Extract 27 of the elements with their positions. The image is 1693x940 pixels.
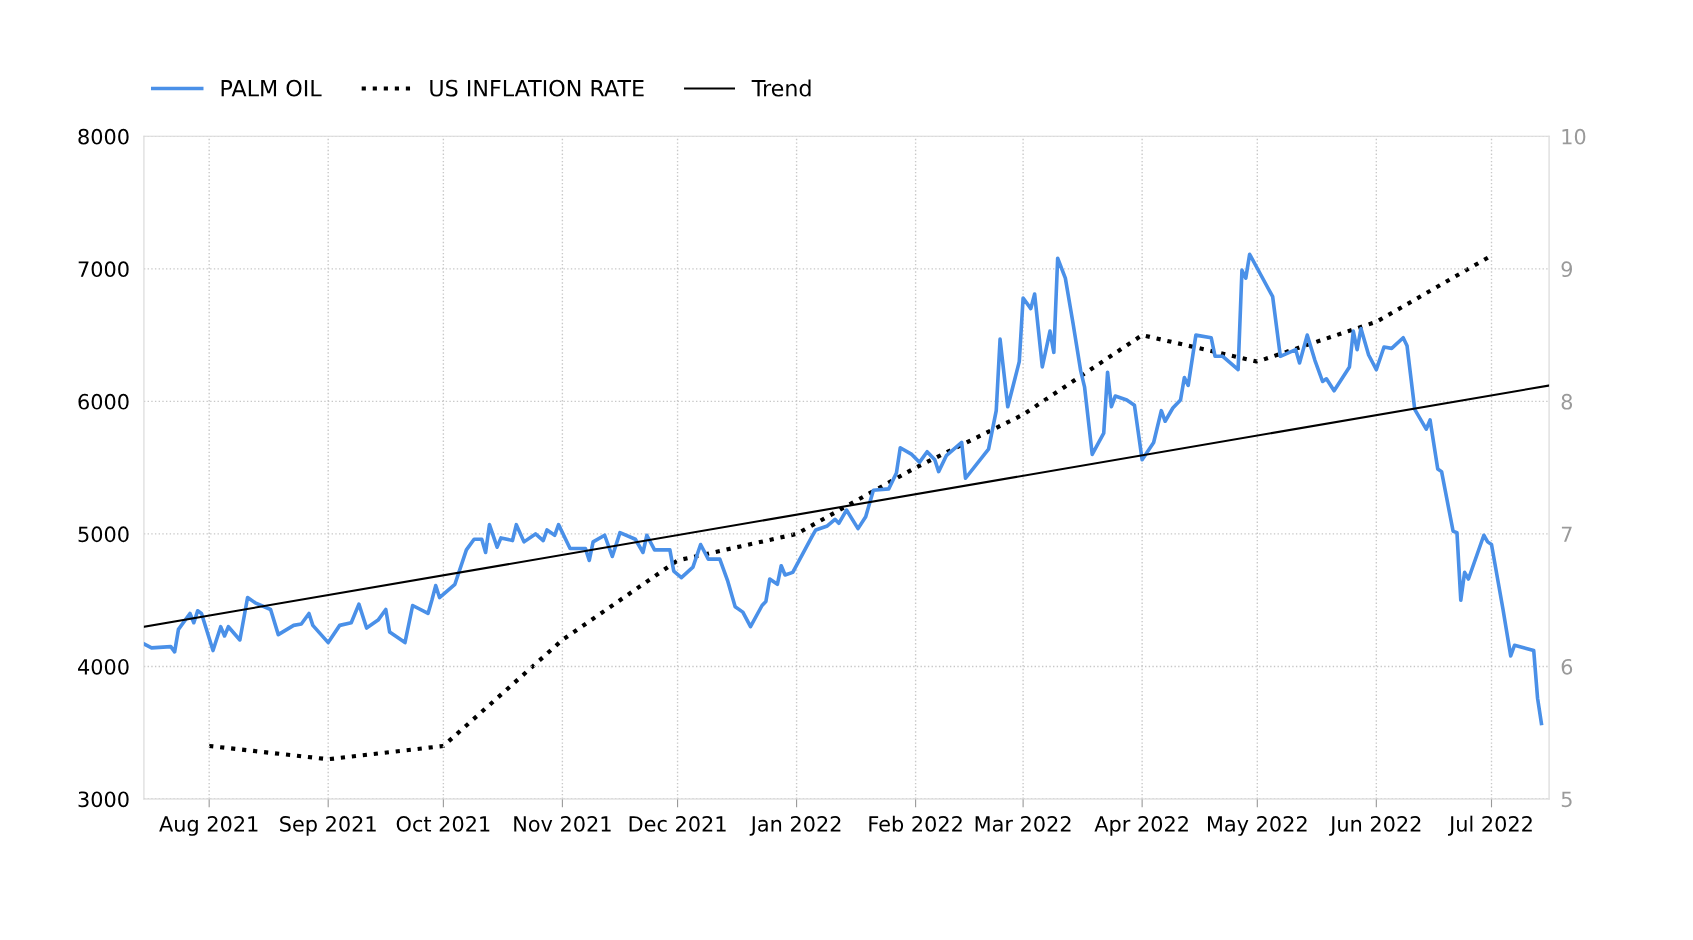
y-tick-label: 5000 <box>78 526 129 543</box>
legend-label: Trend <box>751 79 811 97</box>
x-tick-label: Dec 2021 <box>629 816 726 832</box>
x-tick-label: Apr 2022 <box>1094 816 1188 836</box>
legend-label: PALM OIL <box>221 79 322 97</box>
x-tick-label: Mar 2022 <box>975 816 1071 832</box>
x-tick-label: Nov 2021 <box>514 816 611 832</box>
x-tick-label: Jul 2022 <box>1448 815 1532 836</box>
y2-tick-label: 6 <box>1561 658 1573 675</box>
y2-tick-label: 7 <box>1561 526 1572 542</box>
legend-label: US INFLATION RATE <box>430 79 644 97</box>
y-tick-label: 4000 <box>78 658 129 675</box>
y2-tick-label: 5 <box>1561 791 1572 808</box>
y-tick-label: 6000 <box>78 393 129 410</box>
x-tick-label: Feb 2022 <box>869 815 962 832</box>
y-tick-label: 7000 <box>78 261 129 278</box>
y2-tick-label: 9 <box>1561 261 1572 278</box>
x-tick-label: Jan 2022 <box>749 816 841 836</box>
x-tick-label: Aug 2021 <box>159 816 258 836</box>
y-tick-label: 3000 <box>78 791 129 808</box>
y-tick-label: 8000 <box>78 128 129 145</box>
x-tick-label: Sep 2021 <box>280 816 376 836</box>
y2-tick-label: 10 <box>1562 128 1586 145</box>
x-tick-label: Oct 2021 <box>396 816 490 832</box>
x-tick-label: Jun 2022 <box>1329 816 1421 836</box>
y2-tick-label: 8 <box>1561 393 1573 410</box>
x-tick-label: May 2022 <box>1207 816 1307 836</box>
